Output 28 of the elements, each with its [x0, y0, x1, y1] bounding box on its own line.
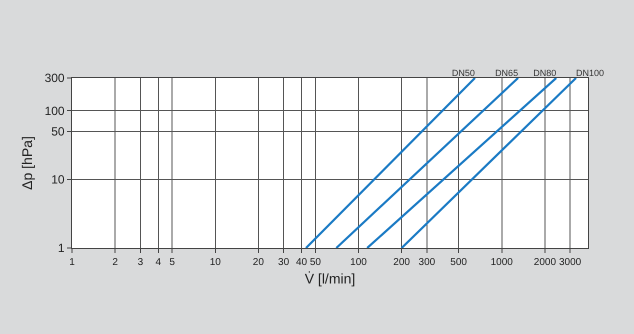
x-tick-label: 20	[252, 257, 264, 268]
x-axis-title: V̇ [l/min]	[304, 270, 356, 286]
x-tick-label: 500	[450, 257, 468, 268]
y-tick-label: 50	[51, 124, 65, 139]
y-tick-label: 100	[44, 104, 65, 118]
x-tick-label: 10	[210, 257, 222, 268]
x-tick-label: 1000	[490, 257, 514, 268]
series-label: DN50	[452, 68, 475, 78]
x-tick-label: 3	[138, 257, 144, 268]
series-label: DN100	[576, 68, 604, 78]
series-label: DN80	[533, 68, 556, 78]
y-tick-label: 1	[58, 241, 65, 256]
x-tick-label: 30	[278, 257, 290, 268]
series-label: DN65	[495, 68, 518, 78]
x-tick-label: 50	[310, 257, 322, 268]
x-tick-label: 100	[350, 257, 368, 268]
x-tick-label: 40	[296, 257, 308, 268]
x-tick-label: 300	[418, 257, 436, 268]
x-tick-label: 2000	[534, 257, 556, 268]
y-tick-label: 300	[44, 71, 65, 86]
x-tick-label: 1	[69, 257, 76, 268]
y-tick-label: 10	[51, 172, 65, 187]
x-tick-label: 5	[169, 257, 176, 268]
x-tick-label: 2	[112, 257, 118, 268]
x-tick-label: 4	[155, 257, 162, 268]
x-tick-label: 3000	[558, 257, 582, 268]
x-tick-label: 200	[393, 257, 410, 268]
y-axis-title: Δp [hPa]	[19, 136, 36, 190]
